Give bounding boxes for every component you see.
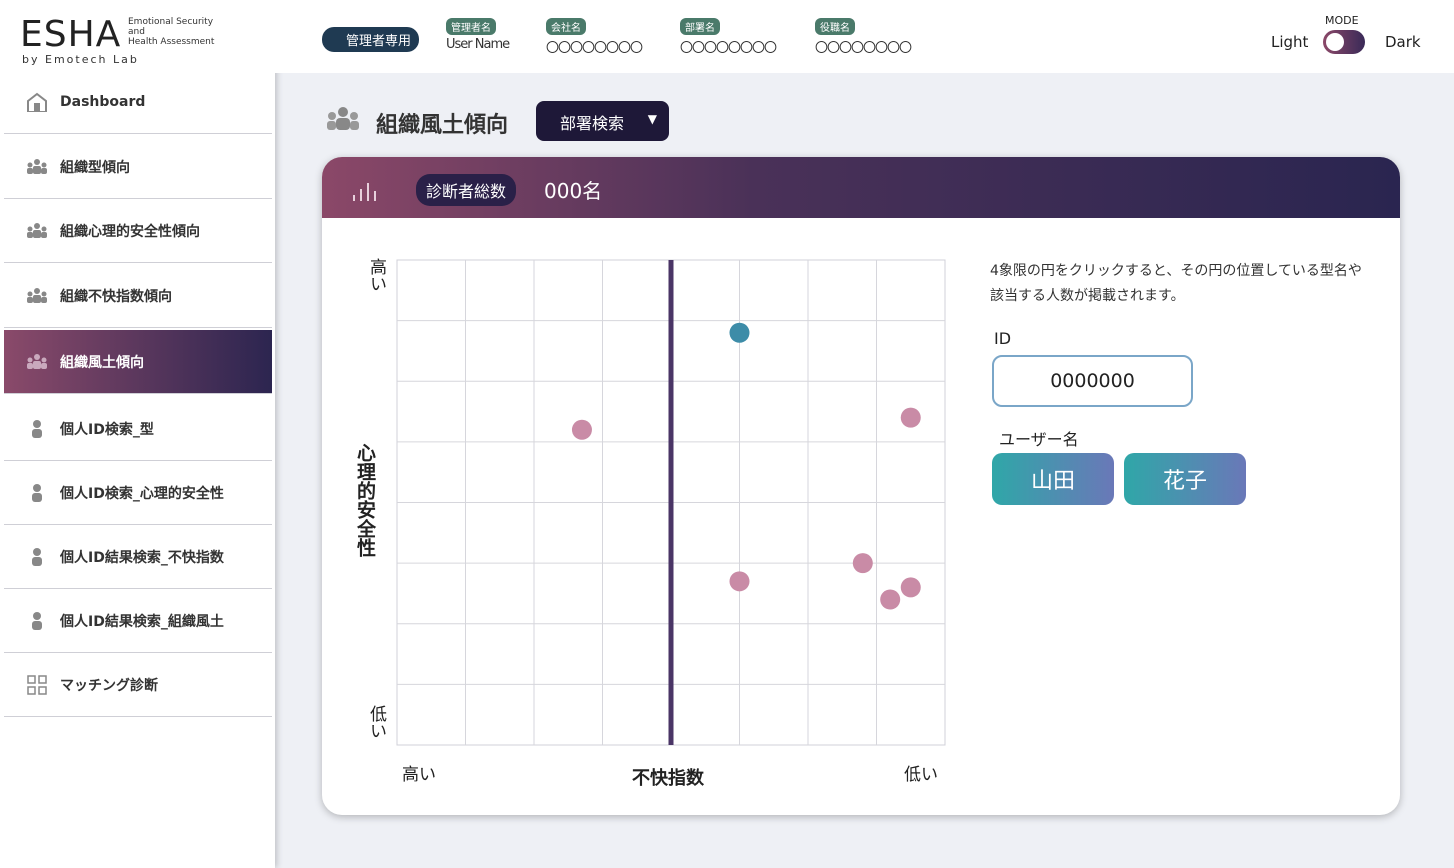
field-value: 〇〇〇〇〇〇〇〇: [680, 41, 777, 56]
nav-icon: [32, 612, 42, 630]
mode-light[interactable]: Light: [1271, 33, 1309, 51]
data-point[interactable]: [571, 419, 592, 440]
nav-item[interactable]: 組織風土傾向: [4, 330, 272, 394]
y-bottom-end: 低い: [366, 705, 386, 739]
nav-label: 組織風土傾向: [60, 354, 144, 371]
nav-label: 個人ID結果検索_組織風土: [60, 613, 224, 630]
respondents-count: 000名: [544, 179, 603, 203]
id-field[interactable]: 0000000: [992, 355, 1193, 407]
id-label: ID: [994, 329, 1012, 348]
logo-line: Health Assessment: [128, 37, 215, 47]
top-bar: 管理者専用 管理者名 User Name 会社名〇〇〇〇〇〇〇〇 部署名〇〇〇〇〇…: [275, 0, 1454, 73]
field-label: 管理者名: [446, 18, 496, 35]
nav-item[interactable]: 個人ID検索_心理的安全性: [4, 461, 272, 525]
logo-line: and: [128, 27, 145, 37]
nav-item[interactable]: Dashboard: [4, 70, 272, 134]
nav-label: 組織心理的安全性傾向: [60, 223, 200, 240]
nav-icon: [27, 92, 47, 112]
nav-icon: [27, 223, 47, 238]
data-point[interactable]: [729, 571, 750, 592]
nav-label: 個人ID検索_心理的安全性: [60, 485, 224, 502]
nav-label: Dashboard: [60, 93, 146, 110]
field-label: 会社名: [546, 18, 586, 35]
nav-icon: [32, 484, 42, 502]
mode-label: MODE: [1325, 14, 1359, 27]
field-value: 〇〇〇〇〇〇〇〇: [815, 41, 912, 56]
card-header: 診断者総数 000名: [322, 157, 1400, 218]
scatter-plot: [394, 259, 948, 746]
respondents-badge: 診断者総数: [416, 174, 517, 206]
nav-icon: [27, 354, 47, 369]
x-right-end: 低い: [904, 765, 938, 785]
nav-item[interactable]: 組織心理的安全性傾向: [4, 199, 272, 263]
nav-item[interactable]: 組織不快指数傾向: [4, 264, 272, 328]
y-axis-label: 心理的安全性: [354, 443, 376, 557]
mode-dark[interactable]: Dark: [1385, 33, 1421, 51]
header-field: 会社名〇〇〇〇〇〇〇〇: [546, 18, 643, 56]
nav-icon: [32, 420, 42, 438]
page-title: 組織風土傾向: [376, 113, 509, 138]
field-value: User Name: [446, 37, 510, 52]
nav-item[interactable]: 個人ID結果検索_不快指数: [4, 525, 272, 589]
field-label: 部署名: [680, 18, 720, 35]
sidebar: ESHA Emotional Security and Health Asses…: [0, 0, 275, 868]
header-field: 部署名〇〇〇〇〇〇〇〇: [680, 18, 777, 56]
user-name[interactable]: 花子: [1124, 453, 1246, 505]
mode-toggle[interactable]: [1323, 30, 1365, 54]
y-axis: [668, 260, 674, 745]
x-left-end: 高い: [402, 765, 436, 785]
nav-label: 組織型傾向: [60, 159, 130, 176]
nav-icon: [27, 159, 47, 174]
department-dropdown[interactable]: 部署検索 ▼: [536, 101, 669, 141]
nav-label: 個人ID結果検索_不快指数: [60, 549, 224, 566]
header-field: 役職名〇〇〇〇〇〇〇〇: [815, 18, 912, 56]
user-name[interactable]: 山田: [992, 453, 1114, 505]
nav-item[interactable]: 個人ID検索_型: [4, 397, 272, 461]
logo-line: Emotional Security: [128, 17, 214, 27]
field-value: 〇〇〇〇〇〇〇〇: [546, 41, 643, 56]
nav-icon: [27, 675, 47, 695]
nav-item[interactable]: 組織型傾向: [4, 135, 272, 199]
logo-subtitle: Emotional Security and Health Assessment: [128, 17, 214, 47]
admin-badge: 管理者専用: [322, 27, 420, 52]
nav-label: 組織不快指数傾向: [60, 288, 172, 305]
nav-item[interactable]: 個人ID結果検索_組織風土: [4, 589, 272, 653]
logo-byline: by Emotech Lab: [22, 53, 139, 66]
data-point[interactable]: [729, 322, 750, 343]
data-point[interactable]: [900, 407, 921, 428]
nav-icon: [27, 288, 47, 303]
data-point[interactable]: [900, 577, 921, 598]
y-top-end: 高い: [366, 258, 386, 292]
instruction: 4象限の円をクリックすると、その円の位置している型名や該当する人数が掲載されます…: [990, 263, 1362, 304]
chart-icon: [353, 183, 376, 201]
nav-label: マッチング診断: [60, 677, 158, 694]
field-label: 役職名: [815, 18, 855, 35]
header-field: 管理者名 User Name: [446, 18, 510, 52]
card: 診断者総数 000名 4象限の円をクリックすると、その円の位置している型名や該当…: [322, 157, 1400, 815]
data-point[interactable]: [852, 553, 873, 574]
nav-label: 個人ID検索_型: [60, 421, 154, 438]
user-label: ユーザー名: [999, 430, 1079, 449]
page-icon: [327, 107, 359, 130]
dropdown-label: 部署検索: [560, 114, 625, 133]
x-axis-label: 不快指数: [632, 768, 704, 789]
data-point[interactable]: [880, 589, 901, 610]
logo-title: ESHA: [20, 14, 122, 55]
nav-item[interactable]: マッチング診断: [4, 653, 272, 717]
nav-icon: [32, 548, 42, 566]
